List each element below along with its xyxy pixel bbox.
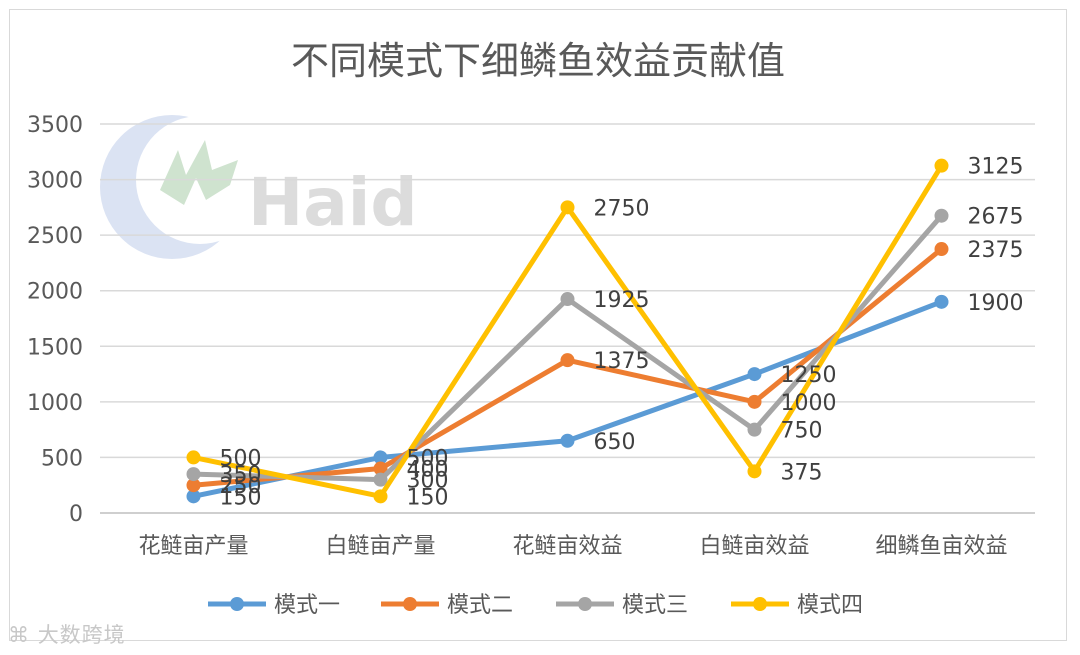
data-point [186, 467, 201, 482]
corner-watermark-text: 大数跨境 [37, 623, 126, 647]
corner-watermark: ⌘ 大数跨境 [8, 619, 126, 649]
legend-marker [578, 597, 592, 611]
x-tick-label: 花鲢亩产量 [138, 534, 248, 559]
y-tick-label: 3000 [27, 169, 83, 194]
data-label: 150 [407, 485, 449, 510]
legend-item: 模式四 [731, 593, 863, 618]
series-2 [186, 242, 949, 493]
data-label: 1000 [781, 391, 837, 416]
data-label: 500 [407, 446, 449, 471]
series-lines [186, 158, 949, 504]
legend-label: 模式四 [797, 593, 863, 618]
legend-item: 模式三 [556, 593, 688, 618]
data-point [560, 433, 575, 448]
legend: 模式一 模式二 模式三 模式四 [208, 593, 863, 618]
data-point [560, 292, 575, 307]
y-tick-label: 2000 [27, 280, 83, 305]
legend-label: 模式二 [447, 593, 513, 618]
data-point [747, 394, 762, 409]
data-label: 150 [220, 485, 262, 510]
data-point [747, 464, 762, 479]
data-label: 1250 [781, 363, 837, 388]
data-point [186, 489, 201, 504]
x-tick-label: 花鲢亩效益 [512, 534, 622, 559]
legend-marker [230, 597, 244, 611]
data-label: 1375 [594, 349, 650, 374]
y-axis-tick-labels: 0 500 1000 1500 2000 2500 3000 3500 [27, 113, 83, 527]
haid-logo-watermark: Haid [100, 115, 418, 259]
data-point [186, 450, 201, 465]
chart-title: 不同模式下细鳞鱼效益贡献值 [291, 39, 785, 83]
weibo-watermark-icon: ⌘ [8, 623, 30, 647]
data-label: 2750 [594, 196, 650, 221]
data-label: 1925 [594, 288, 650, 313]
data-point [934, 208, 949, 223]
legend-item: 模式一 [208, 593, 340, 618]
data-labels: 150 500 650 1250 1900 250 400 1375 1000 2375 350 30… [220, 155, 1024, 511]
legend-item: 模式二 [381, 593, 513, 618]
y-tick-label: 1000 [27, 391, 83, 416]
y-tick-label: 500 [41, 446, 83, 471]
data-point [373, 472, 388, 487]
x-tick-label: 细鳞鱼亩效益 [875, 534, 1007, 559]
data-point [747, 367, 762, 382]
series-3 [186, 208, 949, 487]
data-point [934, 242, 949, 257]
data-label: 2375 [968, 238, 1024, 263]
legend-marker [753, 597, 767, 611]
data-label: 400 [407, 458, 449, 483]
watermark-logo-text: Haid [248, 164, 418, 241]
data-label: 1900 [968, 291, 1024, 316]
data-point [934, 294, 949, 309]
data-label: 300 [407, 469, 449, 494]
data-point [747, 422, 762, 437]
legend-label: 模式三 [622, 593, 688, 618]
legend-label: 模式一 [274, 593, 340, 618]
legend-marker [403, 597, 417, 611]
data-label: 750 [781, 419, 823, 444]
data-label: 375 [781, 460, 823, 485]
data-point [560, 200, 575, 215]
y-tick-label: 2500 [27, 224, 83, 249]
data-point [560, 353, 575, 368]
y-tick-label: 1500 [27, 335, 83, 360]
data-label: 350 [220, 463, 262, 488]
x-axis-tick-labels: 花鲢亩产量 白鲢亩产量 花鲢亩效益 白鲢亩效益 细鳞鱼亩效益 [138, 534, 1007, 559]
x-tick-label: 白鲢亩效益 [699, 534, 809, 559]
x-tick-label: 白鲢亩产量 [325, 534, 435, 559]
data-label: 650 [594, 430, 636, 455]
leaf-logo-icon [160, 140, 238, 205]
data-point [186, 478, 201, 493]
y-tick-label: 0 [69, 502, 83, 527]
data-point [934, 158, 949, 173]
data-point [373, 489, 388, 504]
data-point [373, 450, 388, 465]
data-label: 3125 [968, 155, 1024, 180]
y-tick-label: 3500 [27, 113, 83, 138]
data-point [373, 461, 388, 476]
data-label: 250 [220, 474, 262, 499]
data-label: 500 [220, 446, 262, 471]
data-label: 2675 [968, 205, 1024, 230]
series-4 [186, 158, 949, 504]
